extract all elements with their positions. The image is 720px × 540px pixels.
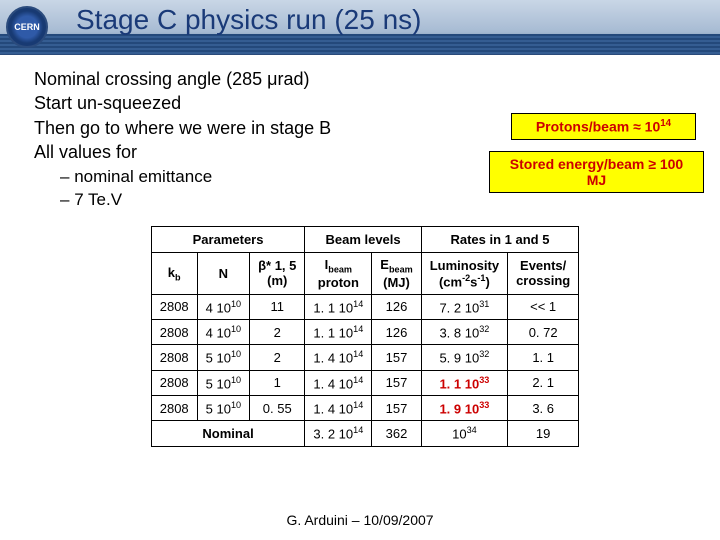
cell-n: 5 1010 bbox=[197, 370, 249, 395]
cell-ebeam: 126 bbox=[372, 319, 421, 344]
cell-luminosity: 5. 9 1032 bbox=[421, 345, 507, 370]
cell-kb: 2808 bbox=[151, 395, 197, 420]
cell-luminosity: 3. 8 1032 bbox=[421, 319, 507, 344]
cell-ebeam: 157 bbox=[372, 345, 421, 370]
cell-n: 4 1010 bbox=[197, 294, 249, 319]
cell-ebeam: 157 bbox=[372, 370, 421, 395]
cell-beta: 2 bbox=[250, 345, 305, 370]
cell-luminosity: 7. 2 1031 bbox=[421, 294, 507, 319]
slide-title: Stage C physics run (25 ns) bbox=[76, 4, 422, 36]
slide-header: Stage C physics run (25 ns) bbox=[0, 0, 720, 55]
cell-ibeam: 1. 4 1014 bbox=[305, 395, 372, 420]
cell-ibeam: 3. 2 1014 bbox=[305, 421, 372, 446]
cell-kb: 2808 bbox=[151, 319, 197, 344]
group-rates: Rates in 1 and 5 bbox=[421, 227, 579, 253]
cell-luminosity: 1. 9 1033 bbox=[421, 395, 507, 420]
cell-beta: 11 bbox=[250, 294, 305, 319]
cell-ebeam: 362 bbox=[372, 421, 421, 446]
table-row-nominal: Nominal3. 2 1014362103419 bbox=[151, 421, 579, 446]
col-ibeam: Ibeam proton bbox=[305, 253, 372, 295]
group-parameters: Parameters bbox=[151, 227, 305, 253]
cell-n: 5 1010 bbox=[197, 395, 249, 420]
cell-events: 3. 6 bbox=[508, 395, 579, 420]
slide-body: Nominal crossing angle (285 μrad) Start … bbox=[0, 55, 720, 447]
col-beta: β* 1, 5 (m) bbox=[250, 253, 305, 295]
stored-energy-badge: Stored energy/beam ≥ 100 MJ bbox=[489, 151, 704, 193]
col-events: Events/ crossing bbox=[508, 253, 579, 295]
bullet-1: Nominal crossing angle (285 μrad) bbox=[34, 67, 696, 91]
badge1-exp: 14 bbox=[660, 118, 671, 129]
cell-kb: 2808 bbox=[151, 294, 197, 319]
table-row: 28084 1010111. 1 10141267. 2 1031<< 1 bbox=[151, 294, 579, 319]
cell-ibeam: 1. 1 1014 bbox=[305, 319, 372, 344]
col-n: N bbox=[197, 253, 249, 295]
cell-events: 0. 72 bbox=[508, 319, 579, 344]
cern-logo-icon bbox=[6, 6, 48, 48]
table-row: 28085 101021. 4 10141575. 9 10321. 1 bbox=[151, 345, 579, 370]
cell-ebeam: 126 bbox=[372, 294, 421, 319]
cell-ibeam: 1. 4 1014 bbox=[305, 345, 372, 370]
table-row: 28085 101011. 4 10141571. 1 10332. 1 bbox=[151, 370, 579, 395]
badge1-text: Protons/beam ≈ 10 bbox=[536, 119, 660, 135]
cell-ebeam: 157 bbox=[372, 395, 421, 420]
protons-per-beam-badge: Protons/beam ≈ 1014 bbox=[511, 113, 696, 140]
cell-events: 1. 1 bbox=[508, 345, 579, 370]
cell-n: 4 1010 bbox=[197, 319, 249, 344]
cell-kb: 2808 bbox=[151, 345, 197, 370]
table-row: 28084 101021. 1 10141263. 8 10320. 72 bbox=[151, 319, 579, 344]
cell-luminosity: 1. 1 1033 bbox=[421, 370, 507, 395]
cell-beta: 0. 55 bbox=[250, 395, 305, 420]
cell-events: 19 bbox=[508, 421, 579, 446]
bullet-2: Start un-squeezed bbox=[34, 91, 696, 115]
col-luminosity: Luminosity (cm-2s-1) bbox=[421, 253, 507, 295]
col-ebeam: Ebeam (MJ) bbox=[372, 253, 421, 295]
cell-kb: 2808 bbox=[151, 370, 197, 395]
group-header-row: Parameters Beam levels Rates in 1 and 5 bbox=[151, 227, 579, 253]
cell-ibeam: 1. 1 1014 bbox=[305, 294, 372, 319]
group-beam-levels: Beam levels bbox=[305, 227, 421, 253]
parameters-table: Parameters Beam levels Rates in 1 and 5 … bbox=[151, 226, 580, 447]
cell-beta: 1 bbox=[250, 370, 305, 395]
slide-footer: G. Arduini – 10/09/2007 bbox=[0, 512, 720, 528]
column-header-row: kb N β* 1, 5 (m) Ibeam proton Ebeam (MJ)… bbox=[151, 253, 579, 295]
cell-beta: 2 bbox=[250, 319, 305, 344]
cell-ibeam: 1. 4 1014 bbox=[305, 370, 372, 395]
col-kb: kb bbox=[151, 253, 197, 295]
cell-n: 5 1010 bbox=[197, 345, 249, 370]
cell-luminosity: 1034 bbox=[421, 421, 507, 446]
cell-nominal-label: Nominal bbox=[151, 421, 305, 446]
header-stripes bbox=[0, 34, 720, 54]
cell-events: << 1 bbox=[508, 294, 579, 319]
cell-events: 2. 1 bbox=[508, 370, 579, 395]
table-row: 28085 10100. 551. 4 10141571. 9 10333. 6 bbox=[151, 395, 579, 420]
